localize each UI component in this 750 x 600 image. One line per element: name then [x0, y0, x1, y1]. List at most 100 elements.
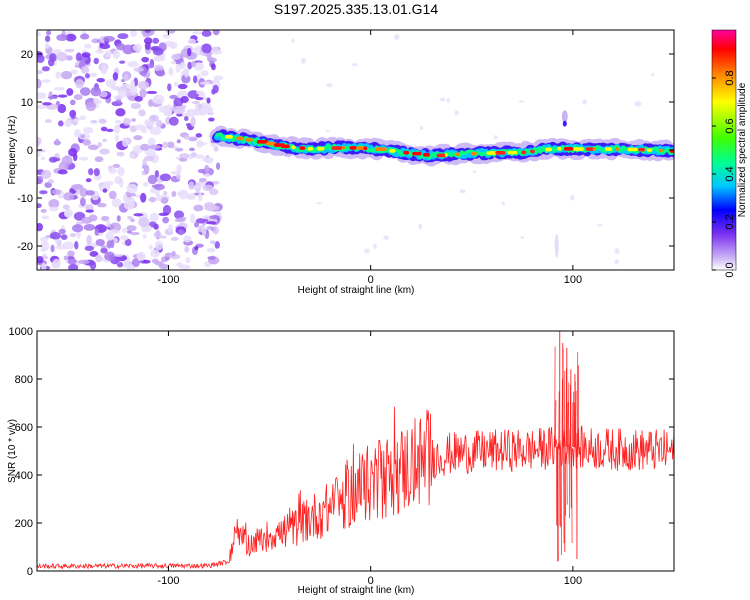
- noise-blob: [171, 250, 176, 257]
- snr-frame: [36, 330, 675, 572]
- noise-blob: [163, 109, 173, 117]
- noise-blob: [132, 43, 143, 52]
- noise-blob: [188, 147, 195, 152]
- noise-blob: [147, 137, 156, 147]
- noise-blob: [69, 109, 77, 118]
- signal-hotspot: [638, 147, 645, 152]
- signal-hotspot: [225, 135, 233, 139]
- noise-blob: [99, 43, 111, 50]
- noise-blob: [148, 197, 157, 203]
- noise-blob: [170, 60, 177, 65]
- noise-blob: [159, 173, 172, 182]
- noise-blob: [40, 156, 45, 161]
- noise-blob: [82, 139, 92, 146]
- noise-blob: [121, 263, 134, 269]
- signal-hotspot: [659, 148, 663, 153]
- signal-hotspot: [341, 145, 346, 150]
- noise-blob: [373, 243, 377, 249]
- noise-blob: [41, 66, 50, 72]
- noise-blob: [49, 53, 57, 62]
- noise-blob: [66, 88, 74, 96]
- noise-blob: [99, 148, 110, 155]
- noise-blob: [91, 38, 101, 44]
- noise-blob: [198, 192, 203, 202]
- noise-blob: [195, 96, 204, 101]
- noise-blob: [111, 198, 122, 208]
- noise-blob: [211, 88, 216, 95]
- noise-blob: [105, 219, 111, 228]
- noise-blob: [85, 209, 94, 213]
- noise-blob: [459, 189, 466, 194]
- noise-blob: [112, 86, 119, 91]
- noise-blob: [82, 127, 94, 134]
- noise-blob: [199, 81, 211, 85]
- signal-hotspot: [236, 136, 244, 141]
- noise-blob: [97, 142, 103, 148]
- noise-blob: [160, 197, 169, 204]
- noise-blob: [168, 116, 179, 126]
- noise-blob: [195, 218, 206, 224]
- noise-blob: [80, 65, 90, 74]
- noise-blob: [122, 193, 128, 202]
- noise-blob: [57, 120, 64, 127]
- noise-blob: [188, 136, 198, 142]
- noise-blob: [201, 226, 207, 236]
- noise-blob: [176, 139, 181, 144]
- noise-blob: [186, 108, 197, 113]
- noise-blob: [57, 169, 68, 175]
- noise-blob: [206, 226, 214, 230]
- noise-blob: [383, 235, 390, 240]
- signal-hotspot: [585, 147, 594, 151]
- noise-blob: [192, 31, 202, 35]
- noise-blob: [37, 255, 44, 264]
- noise-blob: [75, 221, 84, 225]
- colorbar-tick-label: 0.4: [724, 166, 736, 181]
- noise-blob: [47, 179, 55, 184]
- noise-blob: [42, 102, 52, 106]
- noise-blob: [64, 48, 75, 53]
- noise-blob: [131, 118, 136, 122]
- noise-blob: [113, 124, 120, 134]
- noise-blob: [201, 30, 212, 37]
- noise-blob: [202, 184, 214, 192]
- noise-blob: [596, 224, 603, 227]
- noise-blob: [169, 94, 178, 100]
- noise-blob: [204, 173, 211, 178]
- noise-blob: [136, 251, 146, 261]
- signal-hotspot: [573, 147, 584, 151]
- noise-blob: [71, 224, 84, 233]
- signal-spike-feature: [554, 234, 559, 258]
- signal-hotspot: [436, 153, 447, 158]
- noise-blob: [472, 170, 477, 173]
- noise-blob: [188, 181, 195, 190]
- noise-blob: [71, 184, 84, 190]
- noise-blob: [150, 249, 160, 258]
- noise-blob: [80, 33, 90, 40]
- noise-blob: [106, 240, 112, 249]
- snr-x-tick-label: 100: [564, 575, 582, 587]
- noise-blob: [40, 169, 52, 180]
- noise-blob: [78, 156, 89, 161]
- noise-blob: [64, 119, 72, 128]
- noise-blob: [103, 35, 115, 42]
- noise-blob: [179, 61, 186, 70]
- signal-hotspot: [544, 147, 553, 152]
- noise-blob: [116, 151, 125, 157]
- noise-blob: [94, 228, 100, 236]
- noise-blob: [162, 216, 170, 224]
- noise-blob: [89, 251, 99, 257]
- noise-blob: [57, 103, 67, 114]
- noise-blob: [207, 256, 216, 260]
- noise-blob: [108, 167, 117, 175]
- noise-blob: [650, 73, 655, 77]
- noise-blob: [45, 234, 50, 239]
- noise-blob: [65, 33, 77, 42]
- noise-blob: [45, 30, 52, 35]
- noise-blob: [134, 96, 143, 102]
- signal-hotspot: [266, 141, 276, 146]
- signal-hotspot: [331, 146, 343, 150]
- noise-blob: [96, 202, 107, 208]
- signal-hotspot: [592, 147, 596, 151]
- noise-blob: [112, 49, 120, 60]
- noise-blob: [196, 90, 205, 95]
